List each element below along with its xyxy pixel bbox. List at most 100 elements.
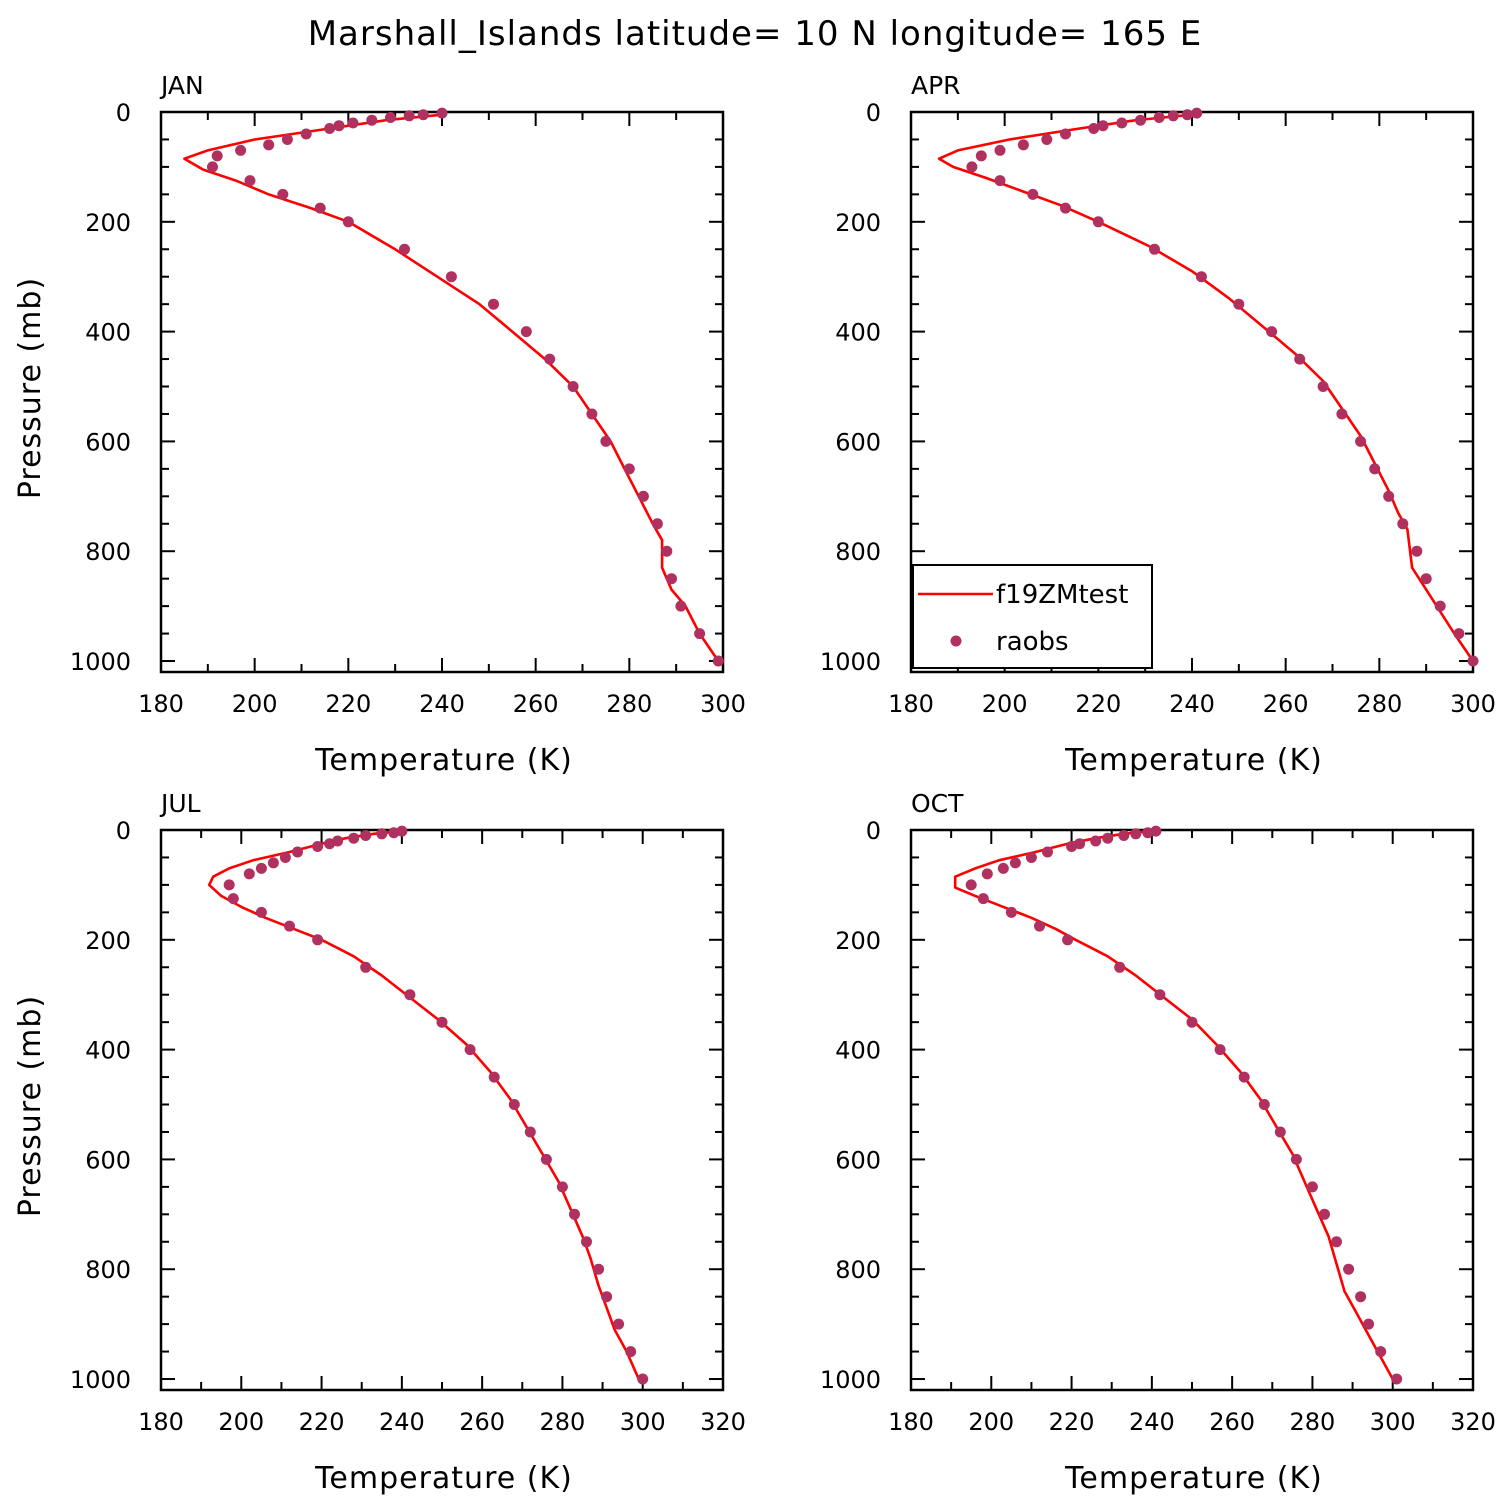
data-point-raobs xyxy=(1154,989,1166,1001)
data-point-raobs xyxy=(1034,920,1045,932)
data-point-raobs xyxy=(324,123,336,134)
data-point-raobs xyxy=(1025,852,1037,863)
data-point-raobs xyxy=(694,628,706,640)
x-tick-label: 200 xyxy=(968,1408,1014,1436)
data-point-raobs xyxy=(586,408,598,420)
data-point-raobs xyxy=(1092,216,1104,228)
data-point-raobs xyxy=(1088,123,1100,134)
plot-frame xyxy=(909,828,1475,1392)
data-point-raobs xyxy=(601,1291,613,1303)
data-point-raobs xyxy=(1214,1044,1226,1056)
data-point-raobs xyxy=(436,107,448,119)
y-tick-label: 1000 xyxy=(70,648,131,676)
y-tick-label: 1000 xyxy=(70,1366,131,1394)
data-point-raobs xyxy=(1009,857,1021,869)
data-point-raobs xyxy=(1066,841,1078,852)
data-point-raobs xyxy=(625,1346,637,1358)
data-point-raobs xyxy=(227,893,239,905)
y-tick-label: 1000 xyxy=(820,648,881,676)
x-tick-label: 200 xyxy=(218,1408,264,1436)
data-point-raobs xyxy=(556,1181,568,1193)
legend: f19ZMtest raobs xyxy=(912,564,1153,669)
y-tick-label: 400 xyxy=(85,1037,131,1065)
data-point-raobs xyxy=(1343,1263,1355,1275)
panel-title: APR xyxy=(911,71,961,100)
x-tick-label: 300 xyxy=(700,690,746,718)
data-point-raobs xyxy=(207,161,218,173)
x-axis-label: Temperature (K) xyxy=(1064,743,1323,778)
legend-marker-swatch xyxy=(950,635,962,647)
x-axis-label: Temperature (K) xyxy=(1064,1461,1323,1496)
data-point-raobs xyxy=(488,1071,500,1083)
data-point-raobs xyxy=(1041,134,1053,145)
data-point-raobs xyxy=(376,828,388,840)
data-point-raobs xyxy=(1397,518,1409,530)
x-tick-label: 240 xyxy=(1169,690,1215,718)
data-point-raobs xyxy=(314,202,326,214)
data-point-raobs xyxy=(312,841,324,852)
data-point-raobs xyxy=(977,893,989,905)
x-tick-label: 320 xyxy=(700,1408,746,1436)
data-point-raobs xyxy=(1186,1016,1198,1028)
y-tick-label: 200 xyxy=(85,927,131,955)
data-point-raobs xyxy=(436,1016,448,1028)
x-tick-label: 200 xyxy=(982,690,1028,718)
x-tick-label: 300 xyxy=(1370,1408,1416,1436)
x-tick-label: 220 xyxy=(1075,690,1121,718)
panel-title: JAN xyxy=(159,71,204,100)
x-axis-label: Temperature (K) xyxy=(314,1461,573,1496)
data-point-raobs xyxy=(464,1044,476,1056)
data-point-raobs xyxy=(399,243,410,255)
data-point-raobs xyxy=(661,545,673,557)
data-point-raobs xyxy=(267,857,279,869)
data-point-raobs xyxy=(1181,109,1193,121)
data-point-raobs xyxy=(277,188,289,200)
data-point-raobs xyxy=(1135,114,1146,126)
data-point-raobs xyxy=(403,110,415,122)
y-tick-label: 0 xyxy=(116,99,131,127)
panel-title: OCT xyxy=(911,789,964,818)
y-tick-label: 800 xyxy=(85,538,131,566)
data-point-raobs xyxy=(1411,545,1423,557)
data-point-raobs xyxy=(360,830,372,841)
data-point-raobs xyxy=(1336,408,1348,420)
y-tick-label: 600 xyxy=(85,1146,131,1174)
legend-box xyxy=(912,564,1153,669)
data-point-raobs xyxy=(1114,961,1126,973)
series-line-f19ZMtest xyxy=(207,829,640,1380)
y-tick-label: 600 xyxy=(85,428,131,456)
data-point-raobs xyxy=(1434,600,1446,612)
data-point-raobs xyxy=(348,832,360,844)
data-point-raobs xyxy=(666,573,677,585)
data-point-raobs xyxy=(1420,573,1432,585)
data-point-raobs xyxy=(223,879,235,891)
y-tick-label: 200 xyxy=(835,209,881,237)
data-point-raobs xyxy=(385,112,396,123)
x-tick-label: 220 xyxy=(325,690,371,718)
data-point-raobs xyxy=(445,271,457,283)
legend-label-obs: raobs xyxy=(996,627,1069,657)
y-tick-label: 800 xyxy=(835,538,881,566)
data-point-raobs xyxy=(637,490,649,502)
data-point-raobs xyxy=(1153,112,1165,123)
data-point-raobs xyxy=(1097,120,1109,132)
data-point-raobs xyxy=(1005,906,1017,918)
data-point-raobs xyxy=(1118,830,1130,841)
data-point-raobs xyxy=(613,1318,625,1330)
data-point-raobs xyxy=(994,175,1006,187)
data-point-raobs xyxy=(712,655,724,667)
y-tick-label: 200 xyxy=(835,927,881,955)
data-point-raobs xyxy=(994,144,1006,156)
x-tick-label: 260 xyxy=(459,1408,505,1436)
data-point-raobs xyxy=(211,150,223,162)
data-point-raobs xyxy=(1375,1346,1387,1358)
y-tick-label: 400 xyxy=(85,319,131,347)
data-point-raobs xyxy=(360,961,372,973)
y-tick-label: 0 xyxy=(866,817,881,845)
data-point-raobs xyxy=(333,120,345,132)
data-point-raobs xyxy=(1167,110,1179,122)
data-point-raobs xyxy=(1363,1318,1375,1330)
data-point-raobs xyxy=(1191,107,1203,119)
y-tick-label: 1000 xyxy=(820,1366,881,1394)
panel-jan: JAN 180 200 220 240 260 280 300 0 200 400 600 800 100… xyxy=(13,71,746,778)
